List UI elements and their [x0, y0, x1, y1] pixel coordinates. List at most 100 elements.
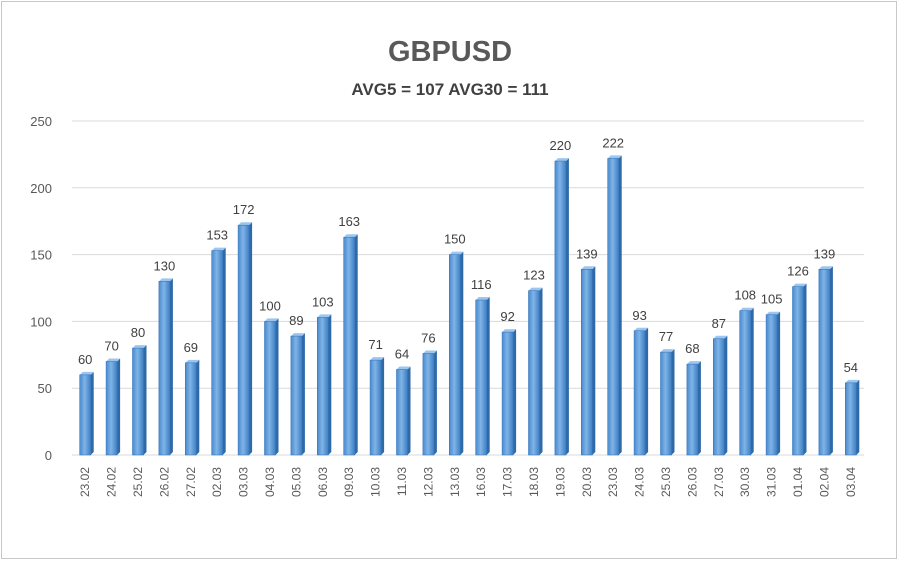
- bar-front: [343, 236, 356, 456]
- x-tick-label: 23.02: [78, 467, 92, 497]
- data-label: 87: [712, 316, 726, 331]
- bar-top: [238, 222, 253, 226]
- bar-side: [433, 350, 437, 455]
- bar-side: [803, 283, 807, 455]
- data-label: 153: [206, 228, 228, 243]
- bar: [290, 333, 305, 456]
- bar-top: [739, 307, 754, 311]
- bar-top: [158, 278, 173, 282]
- bar-front: [739, 310, 752, 456]
- x-tick-label: 01.04: [791, 467, 805, 497]
- bar-top: [185, 359, 200, 363]
- bar-top: [686, 361, 701, 365]
- data-label: 139: [814, 246, 836, 261]
- x-tick-label: 20.03: [580, 467, 594, 497]
- bar-front: [792, 286, 804, 456]
- bar: [792, 283, 807, 456]
- bar-side: [381, 357, 385, 455]
- bar: [607, 155, 622, 456]
- x-tick-label: 25.03: [659, 467, 673, 497]
- bar-front: [633, 330, 646, 456]
- data-label: 71: [368, 337, 382, 352]
- bar-front: [316, 317, 329, 456]
- bar-front: [422, 353, 435, 456]
- data-label: 54: [844, 360, 858, 375]
- bar-top: [818, 266, 833, 270]
- bar-side: [565, 158, 569, 455]
- x-tick-label: 05.03: [289, 467, 303, 497]
- bar: [528, 287, 543, 456]
- data-label: 76: [421, 330, 435, 345]
- bar: [580, 266, 596, 456]
- bar: [844, 379, 860, 456]
- chart-subtitle: AVG5 = 107 AVG30 = 111: [351, 80, 548, 99]
- data-label: 150: [444, 232, 466, 247]
- bar-side: [592, 266, 596, 455]
- bar-side: [407, 366, 411, 455]
- x-tick-label: 03.03: [237, 467, 251, 497]
- bar-top: [106, 358, 121, 362]
- bar-side: [645, 327, 649, 455]
- bar-front: [158, 281, 171, 456]
- bar-front: [844, 382, 857, 456]
- x-tick-label: 27.02: [184, 467, 198, 497]
- x-tick-label: 30.03: [738, 467, 752, 497]
- y-tick-label: 250: [30, 114, 52, 129]
- data-label: 139: [576, 246, 598, 261]
- x-tick-label: 31.03: [765, 467, 779, 497]
- bar-top: [502, 329, 517, 333]
- bar-side: [486, 297, 490, 455]
- bar-front: [580, 268, 593, 456]
- bar-side: [829, 266, 833, 455]
- x-tick-label: 12.03: [421, 467, 435, 497]
- bar-side: [117, 358, 121, 455]
- x-tick-label: 09.03: [342, 467, 356, 497]
- bar: [211, 247, 226, 456]
- bar-front: [211, 250, 223, 456]
- y-tick-label: 100: [30, 314, 52, 329]
- bar: [633, 327, 649, 456]
- bars: [79, 155, 860, 456]
- bar: [739, 307, 754, 456]
- bar: [554, 158, 569, 456]
- bar-side: [196, 359, 200, 455]
- bar-top: [713, 335, 728, 339]
- data-labels: 60 70 80 130 69 153 172 100 89 103 163 71 64 76 150 116…: [78, 135, 858, 374]
- bar: [105, 358, 121, 456]
- bar-top: [422, 350, 437, 354]
- bar-front: [237, 224, 250, 456]
- x-tick-label: 23.03: [606, 467, 620, 497]
- bar: [396, 366, 411, 456]
- bar-side: [750, 307, 754, 455]
- bar-top: [528, 287, 543, 291]
- bar-front: [290, 335, 303, 456]
- data-label: 163: [338, 214, 360, 229]
- y-tick-label: 200: [30, 181, 52, 196]
- bar: [475, 297, 490, 456]
- data-label: 108: [734, 288, 756, 303]
- bar-side: [354, 234, 358, 455]
- bar-side: [301, 333, 305, 455]
- bar: [316, 314, 332, 456]
- bar-side: [697, 361, 701, 455]
- data-label: 92: [500, 309, 514, 324]
- bar-front: [132, 347, 144, 456]
- bar: [158, 278, 173, 456]
- bar: [448, 251, 464, 456]
- bar-side: [169, 278, 173, 455]
- bar-side: [539, 287, 543, 455]
- bar-front: [686, 363, 699, 456]
- x-tick-label: 18.03: [527, 467, 541, 497]
- bar: [501, 329, 517, 456]
- bar-side: [618, 155, 622, 455]
- data-label: 105: [761, 292, 783, 307]
- bar-top: [634, 327, 649, 331]
- bar-side: [249, 222, 253, 455]
- bar-top: [792, 283, 807, 287]
- data-label: 89: [289, 313, 303, 328]
- bar-top: [766, 311, 781, 315]
- x-tick-label: 03.04: [844, 467, 858, 497]
- bar-side: [275, 318, 279, 455]
